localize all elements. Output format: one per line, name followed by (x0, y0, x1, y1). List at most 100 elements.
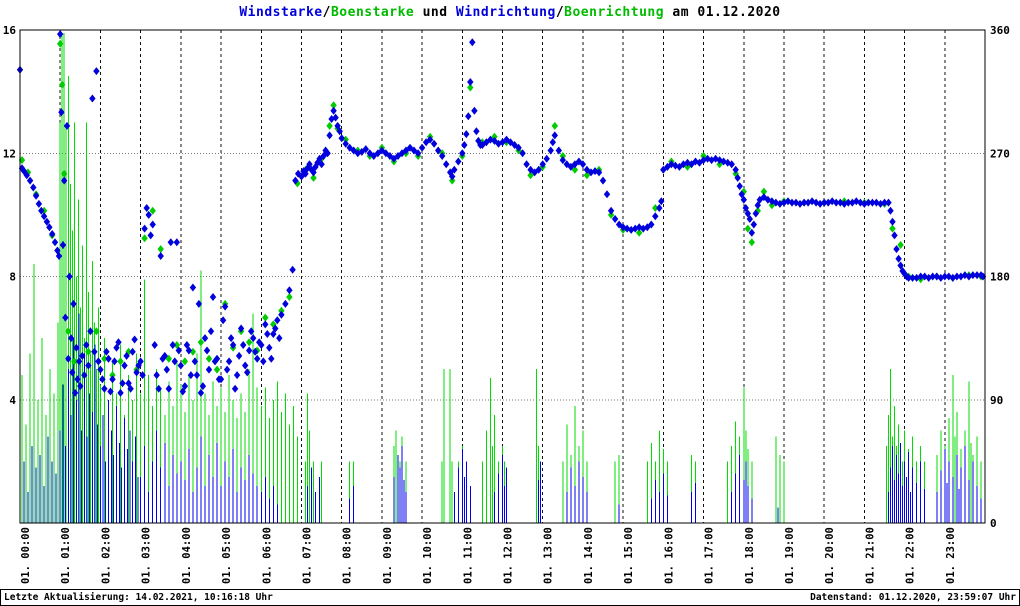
wind-direction-marker (26, 176, 34, 185)
y-axis-label-left: 4 (9, 394, 16, 407)
wind-direction-marker (66, 272, 73, 281)
wind-direction-marker (519, 149, 526, 158)
wind-direction-marker (318, 160, 325, 169)
gust-direction-marker (262, 313, 269, 322)
wind-direction-marker (435, 146, 442, 155)
wind-direction-marker (51, 238, 59, 247)
wind-direction-marker (812, 198, 820, 207)
gust-direction-marker (57, 39, 64, 48)
wind-direction-marker (551, 131, 558, 140)
wind-direction-marker (455, 157, 462, 166)
wind-direction-marker (712, 154, 719, 163)
wind-direction-marker (115, 338, 122, 347)
wind-direction-marker (179, 387, 186, 396)
wind-direction-marker (949, 273, 956, 282)
gust-direction-marker (205, 354, 213, 363)
wind-direction-marker (74, 375, 81, 384)
wind-direction-marker (231, 384, 239, 393)
wind-direction-marker (219, 316, 227, 325)
gust-direction-marker (607, 210, 615, 219)
wind-direction-marker (748, 228, 755, 237)
wind-direction-marker (197, 388, 205, 397)
wind-direction-marker (539, 160, 546, 169)
footer-bar: Letzte Aktualisierung: 14.02.2021, 10:16… (0, 589, 1020, 606)
wind-direction-marker (97, 365, 104, 374)
wind-direction-marker (235, 351, 243, 360)
wind-direction-marker (640, 224, 647, 233)
gust-direction-marker (760, 187, 768, 196)
wind-direction-marker (123, 351, 130, 360)
wind-direction-marker (555, 146, 562, 155)
wind-direction-marker (603, 190, 611, 199)
x-axis-label: 01. 15:00 (623, 527, 635, 584)
wind-direction-marker (117, 388, 124, 397)
wind-direction-marker (740, 195, 747, 204)
wind-direction-marker (264, 330, 271, 338)
x-axis-label: 01. 19:00 (784, 527, 796, 584)
x-axis-label: 01. 13:00 (543, 527, 555, 584)
wind-direction-marker (469, 38, 476, 47)
x-axis-label: 01. 04:00 (181, 527, 193, 584)
wind-direction-marker (181, 382, 189, 391)
gust-direction-marker (286, 293, 293, 301)
wind-direction-marker (199, 382, 207, 391)
wind-direction-marker (143, 204, 150, 212)
wind-direction-marker (893, 245, 900, 254)
wind-direction-marker (268, 354, 275, 363)
wind-direction-marker (191, 357, 199, 366)
wind-direction-marker (334, 121, 341, 130)
wind-chart-plot: 16 12 8 4 360 270 180 90 0 01. 00:00 01. 01:00 01. … (3, 24, 1010, 584)
wind-direction-marker (207, 327, 215, 336)
gust-direction-marker (652, 204, 659, 212)
gust-direction-marker (467, 83, 474, 92)
wind-direction-marker (804, 198, 812, 207)
title-segment-5: / (555, 5, 565, 20)
x-axis-label: 01. 10:00 (422, 527, 434, 584)
gust-direction-marker (449, 176, 456, 185)
wind-direction-marker (167, 238, 174, 247)
wind-direction-marker (57, 30, 64, 39)
x-axis-label: 01. 01:00 (60, 527, 72, 584)
wind-direction-marker (430, 139, 438, 148)
wind-direction-marker (193, 371, 201, 380)
wind-direction-marker (338, 134, 345, 143)
wind-direction-marker (929, 272, 936, 281)
x-axis-label: 01. 14:00 (583, 527, 595, 584)
x-axis-label: 01. 05:00 (221, 527, 233, 584)
gust-direction-marker (636, 228, 643, 237)
wind-direction-marker (151, 341, 158, 349)
wind-direction-marker (163, 365, 170, 374)
wind-direction-marker (23, 171, 30, 180)
wind-direction-marker (209, 293, 217, 301)
wind-direction-marker (213, 354, 221, 363)
y-axis-label-right: 270 (990, 147, 1010, 160)
wind-direction-marker (362, 145, 369, 154)
data-timestamp-text: Datenstand: 01.12.2020, 23:59:07 Uhr (810, 592, 1016, 603)
wind-direction-marker (65, 354, 72, 363)
wind-direction-marker (535, 165, 542, 174)
wind-direction-marker (895, 254, 902, 263)
wind-direction-marker (272, 324, 279, 333)
gust-direction-marker (173, 341, 180, 349)
wind-direction-marker (543, 154, 550, 163)
wind-direction-marker (921, 272, 928, 281)
wind-direction-marker (211, 357, 219, 366)
wind-direction-marker (885, 198, 892, 207)
wind-direction-marker (105, 354, 112, 363)
wind-direction-marker (523, 160, 530, 169)
wind-direction-marker (93, 67, 100, 76)
wind-direction-marker (744, 209, 751, 218)
gust-direction-marker (246, 338, 253, 347)
wind-direction-marker (897, 261, 904, 270)
wind-direction-marker (913, 273, 920, 282)
wind-direction-marker (816, 199, 824, 208)
last-update-text: Letzte Aktualisierung: 14.02.2021, 10:16… (4, 592, 273, 603)
wind-direction-marker (459, 149, 466, 158)
plot-border (19, 29, 986, 524)
wind-direction-marker (901, 269, 908, 278)
wind-direction-marker (139, 371, 146, 380)
gust-direction-marker (754, 206, 761, 215)
chart-title: Windstarke/Boenstarke und Windrichtung/B… (0, 5, 1020, 20)
y-axis-label-right: 360 (990, 24, 1010, 37)
wind-direction-marker (89, 94, 96, 103)
